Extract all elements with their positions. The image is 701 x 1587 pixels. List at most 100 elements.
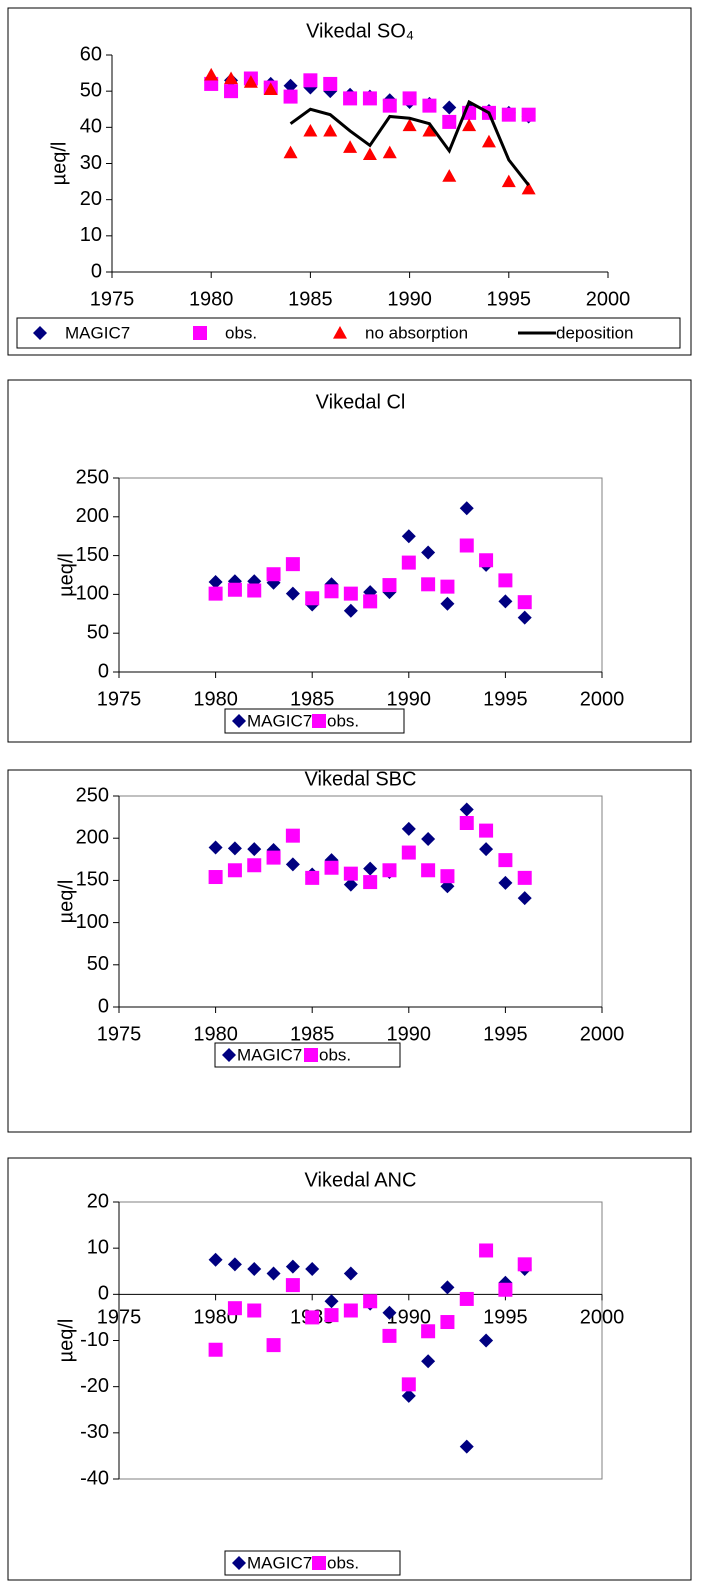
y-axis-label: µeq/l: [48, 142, 70, 186]
square-marker: [402, 91, 417, 106]
square-marker: [363, 875, 378, 890]
y-tick-label: 50: [87, 953, 109, 975]
legend: MAGIC7 obs.: [224, 708, 405, 734]
y-tick-label: 20: [87, 1190, 109, 1212]
y-tick-label: 200: [76, 505, 109, 527]
y-tick-label: 20: [80, 188, 102, 210]
diamond-marker: [247, 1261, 262, 1276]
diamond-marker: [285, 586, 300, 601]
plot-frame: [118, 477, 603, 673]
triangle-marker: [283, 145, 298, 159]
y-tick-label: -40: [80, 1467, 109, 1489]
legend: MAGIC7 obs.: [224, 1550, 401, 1576]
square-marker: [440, 869, 455, 884]
square-marker: [422, 98, 437, 113]
triangle-marker: [362, 147, 377, 161]
legend-key: [193, 326, 207, 340]
triangle-marker: [343, 140, 358, 153]
y-tick-label: 0: [98, 995, 109, 1017]
legend-label: MAGIC7: [247, 711, 312, 730]
diamond-marker: [459, 1439, 474, 1454]
series-line: [289, 99, 530, 187]
square-marker: [382, 1328, 397, 1343]
square-marker: [459, 538, 474, 553]
diamond-marker: [266, 1266, 281, 1281]
square-marker: [285, 1278, 300, 1293]
x-tick-label: 1990: [387, 1023, 432, 1045]
square-marker: [517, 1257, 532, 1272]
diamond-marker: [208, 840, 223, 855]
square-marker: [479, 553, 494, 568]
x-tick-label: 1995: [483, 688, 528, 710]
square-marker: [459, 1291, 474, 1306]
x-tick-label: 1985: [290, 688, 335, 710]
y-tick-label: 30: [80, 152, 102, 174]
diamond-marker: [442, 100, 457, 115]
square-marker: [421, 1324, 436, 1339]
square-marker: [285, 557, 300, 572]
x-tick-label: 1980: [193, 1023, 238, 1045]
x-tick-label: 1975: [97, 1023, 142, 1045]
square-marker: [442, 114, 457, 129]
y-tick-label: -30: [80, 1421, 109, 1443]
x-tick-label: 1975: [97, 1306, 142, 1328]
chart-panel: Vikedal SBC µeq/l 0 50 100 150 200 250 1975 1980 1…: [7, 768, 692, 1133]
square-marker: [208, 1342, 223, 1357]
square-marker: [266, 850, 281, 865]
y-tick-label: 100: [76, 911, 109, 933]
x-tick-label: 1980: [189, 288, 234, 310]
square-marker: [517, 595, 532, 610]
x-tick-label: 2000: [580, 1306, 625, 1328]
diamond-marker: [247, 842, 262, 857]
panel-border: [7, 769, 692, 1133]
y-tick-label: 50: [87, 621, 109, 643]
square-marker: [498, 1282, 513, 1297]
legend-key: [312, 1556, 326, 1570]
diamond-marker: [324, 1294, 339, 1309]
diamond-marker: [479, 842, 494, 857]
diamond-marker: [305, 1261, 320, 1276]
diamond-marker: [343, 1266, 358, 1281]
chart-panel: Vikedal Cl µeq/l 0 50 100 150 200 250 1975 1980 19…: [7, 379, 692, 743]
diamond-marker: [421, 545, 436, 560]
square-marker: [521, 107, 536, 122]
diamond-marker: [517, 610, 532, 625]
x-tick-label: 1980: [193, 688, 238, 710]
square-marker: [305, 1310, 320, 1325]
legend: MAGIC7 obs.: [214, 1042, 401, 1068]
x-tick-label: 2000: [580, 688, 625, 710]
square-marker: [382, 863, 397, 878]
square-marker: [363, 594, 378, 609]
square-marker: [498, 573, 513, 588]
square-marker: [362, 91, 377, 106]
diamond-marker: [343, 603, 358, 618]
legend-key: [232, 1556, 246, 1570]
triangle-marker: [243, 75, 258, 88]
square-marker: [401, 1377, 416, 1392]
square-marker: [343, 91, 358, 106]
legend-key: [333, 326, 347, 339]
y-tick-label: 100: [76, 583, 109, 605]
y-tick-label: -20: [80, 1375, 109, 1397]
square-marker: [343, 1303, 358, 1318]
y-tick-label: 60: [80, 43, 102, 65]
y-tick-label: 150: [76, 869, 109, 891]
diamond-marker: [227, 841, 242, 856]
triangle-marker: [402, 118, 417, 132]
diamond-marker: [421, 832, 436, 847]
square-marker: [208, 870, 223, 885]
legend-key: [304, 1048, 318, 1062]
chart-panel: Vikedal SO₄ µeq/l 0 10 20 30 40 50 60 1975 1980 198…: [7, 7, 692, 356]
diamond-marker: [285, 1259, 300, 1274]
square-marker: [479, 1243, 494, 1258]
square-marker: [382, 98, 397, 113]
diamond-marker: [459, 802, 474, 817]
diamond-marker: [517, 891, 532, 906]
square-marker: [285, 828, 300, 843]
diamond-marker: [363, 861, 378, 876]
triangle-marker: [481, 134, 496, 148]
y-tick-label: 250: [76, 784, 109, 806]
square-marker: [440, 1315, 455, 1330]
x-tick-label: 1975: [90, 288, 135, 310]
